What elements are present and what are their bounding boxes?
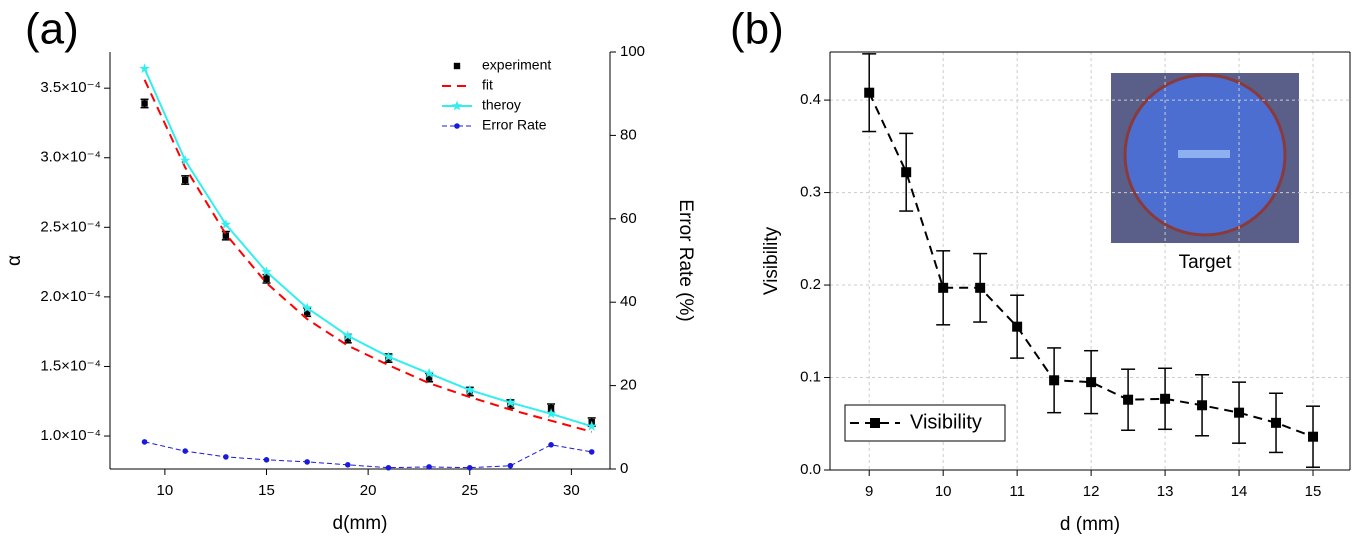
legend-marker xyxy=(453,62,461,70)
y2-tick-label: 20 xyxy=(620,377,637,394)
x-tick-label: 10 xyxy=(935,483,952,500)
y-axis-label: α xyxy=(4,255,25,266)
marker xyxy=(547,404,555,412)
marker xyxy=(505,397,516,408)
y2-tick-label: 60 xyxy=(620,210,637,227)
marker xyxy=(1123,394,1134,405)
marker xyxy=(182,448,189,454)
marker xyxy=(261,266,272,277)
marker xyxy=(466,464,473,471)
marker xyxy=(304,459,310,465)
legend-label: Error Rate xyxy=(482,117,547,133)
marker xyxy=(303,308,311,316)
marker xyxy=(426,464,432,470)
y2-axis-label: Error Rate (%) xyxy=(675,199,696,321)
marker xyxy=(301,302,313,313)
marker xyxy=(507,462,514,469)
marker xyxy=(345,462,351,468)
y-tick-label: 3.5×10⁻⁴ xyxy=(40,79,101,96)
y-tick-label: 2.0×10⁻⁴ xyxy=(40,288,101,305)
x-tick-label: 15 xyxy=(258,482,275,499)
marker xyxy=(1086,377,1097,388)
marker xyxy=(180,155,191,165)
y2-tick-label: 0 xyxy=(620,460,628,477)
annotation: Target xyxy=(1179,252,1233,273)
marker xyxy=(182,176,189,184)
y-axis-label: Visibility xyxy=(761,226,782,295)
x-tick-label: 20 xyxy=(360,482,377,499)
marker xyxy=(222,232,230,239)
series-line xyxy=(143,68,592,428)
marker xyxy=(141,439,148,445)
y-tick-label: 0.0 xyxy=(800,461,821,478)
marker xyxy=(588,449,595,455)
series-line xyxy=(144,441,592,469)
marker xyxy=(938,282,949,293)
series-line xyxy=(143,79,592,433)
marker xyxy=(223,454,229,460)
marker xyxy=(425,374,433,381)
marker xyxy=(1160,393,1171,404)
y-tick-label: 0.3 xyxy=(800,184,821,201)
x-tick-label: 30 xyxy=(563,482,580,499)
y-tick-label: 2.5×10⁻⁴ xyxy=(40,218,101,235)
legend-label: Visibility xyxy=(910,411,982,433)
y-tick-label: 0.4 xyxy=(800,91,821,108)
x-tick-label: 11 xyxy=(1009,483,1025,500)
marker xyxy=(1197,400,1208,411)
inset-image xyxy=(1111,73,1299,243)
legend-marker xyxy=(870,418,880,428)
y2-tick-label: 40 xyxy=(620,293,637,310)
legend-label: theroy xyxy=(482,97,521,113)
marker xyxy=(141,100,148,107)
legend-marker xyxy=(454,123,460,129)
y-tick-label: 1.0×10⁻⁴ xyxy=(40,427,101,444)
marker xyxy=(464,384,475,395)
x-tick-label: 10 xyxy=(157,482,174,499)
x-tick-label: 12 xyxy=(1083,483,1100,500)
marker xyxy=(901,167,912,178)
panel-label: (a) xyxy=(25,5,79,54)
marker xyxy=(139,63,150,74)
y2-tick-label: 80 xyxy=(620,126,637,143)
marker xyxy=(344,335,352,342)
marker xyxy=(385,464,392,471)
x-tick-label: 14 xyxy=(1231,483,1248,500)
marker xyxy=(263,457,270,463)
inset-scale xyxy=(1178,150,1230,158)
marker xyxy=(423,367,435,378)
marker xyxy=(383,351,394,362)
marker xyxy=(1234,407,1245,418)
x-tick-label: 9 xyxy=(865,483,873,500)
marker xyxy=(1308,431,1319,442)
y-tick-label: 3.0×10⁻⁴ xyxy=(40,149,101,166)
x-tick-label: 15 xyxy=(1305,483,1322,500)
y2-tick-label: 100 xyxy=(620,43,645,60)
marker xyxy=(1271,417,1282,428)
marker xyxy=(263,275,270,282)
y-tick-label: 0.2 xyxy=(800,276,821,293)
marker xyxy=(975,282,986,293)
marker xyxy=(864,87,875,98)
legend-marker xyxy=(451,100,463,111)
panel-label: (b) xyxy=(730,5,784,54)
legend-label: fit xyxy=(482,77,493,93)
x-tick-label: 13 xyxy=(1157,483,1174,500)
y-tick-label: 0.1 xyxy=(800,368,821,385)
marker xyxy=(548,442,554,448)
marker xyxy=(586,420,597,431)
marker xyxy=(545,408,557,419)
marker xyxy=(342,330,353,341)
legend-label: experiment xyxy=(482,57,551,73)
x-axis-label: d (mm) xyxy=(1060,514,1120,535)
x-tick-label: 25 xyxy=(461,482,478,499)
marker xyxy=(220,219,232,229)
marker xyxy=(1049,375,1060,386)
x-axis-label: d(mm) xyxy=(333,513,388,534)
marker xyxy=(1012,321,1023,332)
y-tick-label: 1.5×10⁻⁴ xyxy=(40,357,101,374)
